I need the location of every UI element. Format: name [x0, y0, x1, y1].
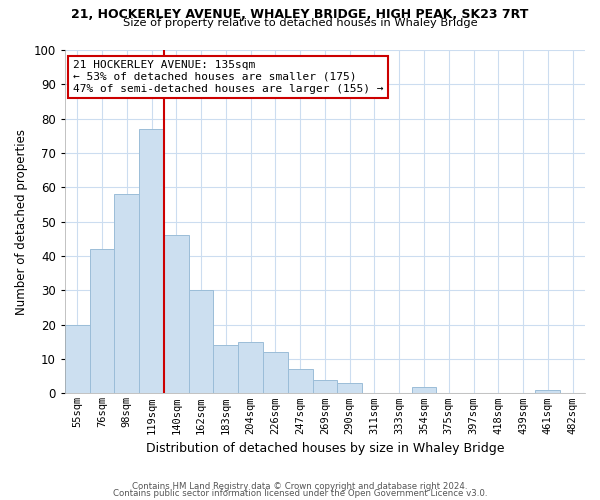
Text: 21 HOCKERLEY AVENUE: 135sqm
← 53% of detached houses are smaller (175)
47% of se: 21 HOCKERLEY AVENUE: 135sqm ← 53% of det… — [73, 60, 383, 94]
Bar — [412, 386, 436, 394]
Bar — [214, 346, 238, 394]
Text: Size of property relative to detached houses in Whaley Bridge: Size of property relative to detached ho… — [122, 18, 478, 28]
X-axis label: Distribution of detached houses by size in Whaley Bridge: Distribution of detached houses by size … — [146, 442, 504, 455]
Text: Contains HM Land Registry data © Crown copyright and database right 2024.: Contains HM Land Registry data © Crown c… — [132, 482, 468, 491]
Bar — [89, 249, 115, 394]
Y-axis label: Number of detached properties: Number of detached properties — [15, 128, 28, 314]
Bar — [263, 352, 288, 394]
Text: 21, HOCKERLEY AVENUE, WHALEY BRIDGE, HIGH PEAK, SK23 7RT: 21, HOCKERLEY AVENUE, WHALEY BRIDGE, HIG… — [71, 8, 529, 20]
Text: Contains public sector information licensed under the Open Government Licence v3: Contains public sector information licen… — [113, 490, 487, 498]
Bar — [288, 370, 313, 394]
Bar — [337, 383, 362, 394]
Bar — [188, 290, 214, 394]
Bar — [65, 324, 89, 394]
Bar — [313, 380, 337, 394]
Bar — [115, 194, 139, 394]
Bar — [535, 390, 560, 394]
Bar — [139, 129, 164, 394]
Bar — [164, 236, 188, 394]
Bar — [238, 342, 263, 394]
